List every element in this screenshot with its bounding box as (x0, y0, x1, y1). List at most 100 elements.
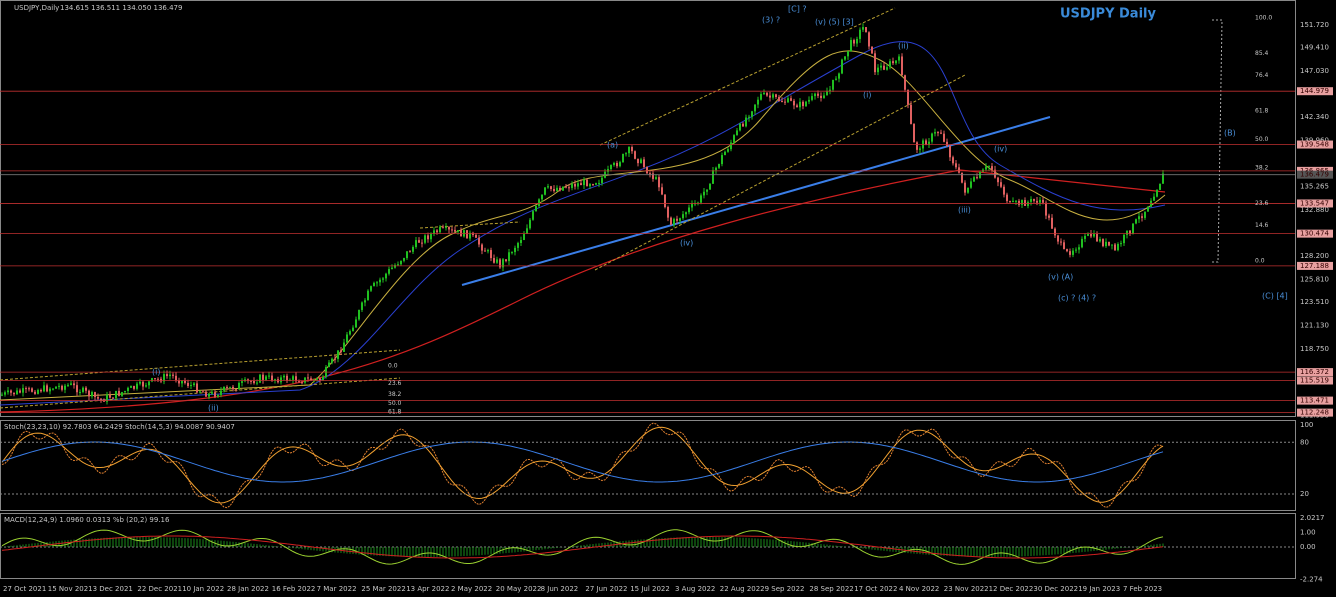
candle (733, 135, 735, 143)
date-label: 2 May 2022 (451, 585, 492, 593)
candle (826, 91, 828, 96)
date-label: 12 Dec 2022 (989, 585, 1034, 593)
candle (181, 380, 183, 384)
candle (49, 388, 51, 392)
candle (250, 380, 252, 382)
candle (679, 218, 681, 221)
candle (799, 101, 801, 108)
candle (226, 386, 228, 388)
candle (445, 227, 447, 229)
candle (994, 169, 996, 178)
wave-label: (v) (A) (1048, 273, 1073, 282)
candle (691, 203, 693, 208)
candle (853, 40, 855, 44)
level-label: 144.979 (1300, 87, 1329, 95)
candle (487, 250, 489, 252)
indicator-line (1, 422, 1164, 509)
level-label: 133.547 (1300, 199, 1329, 207)
price-label: 125.810 (1300, 275, 1329, 283)
candle (247, 379, 249, 381)
candle (985, 166, 987, 170)
candle (544, 187, 546, 195)
candle (658, 177, 660, 188)
candle (877, 67, 879, 73)
candle (970, 181, 972, 188)
date-label: 22 Aug 2022 (720, 585, 765, 593)
candle (97, 397, 99, 399)
wave-label: (c) ? (4) ? (1058, 294, 1096, 303)
candle (967, 187, 969, 193)
candle (136, 383, 138, 389)
candle (832, 79, 834, 90)
price-label: 149.410 (1300, 44, 1329, 52)
candle (184, 380, 186, 383)
candle (715, 167, 717, 171)
date-label: 28 Jan 2022 (227, 585, 269, 593)
candle (40, 389, 42, 392)
candle (163, 374, 165, 382)
candle (520, 240, 522, 243)
candle (241, 381, 243, 383)
candle (1162, 173, 1164, 184)
candle (739, 123, 741, 131)
fib-label: 85.4 (1255, 50, 1269, 57)
candle (46, 385, 48, 392)
candle (652, 173, 654, 179)
candle (940, 132, 942, 134)
candle (577, 183, 579, 187)
main-panel (0, 0, 1296, 417)
candle (928, 141, 930, 146)
candle (1027, 201, 1029, 206)
candle (457, 230, 459, 232)
wave-label: (3) ? (762, 16, 780, 25)
candle (178, 380, 180, 384)
candle (112, 397, 114, 399)
candle (997, 177, 999, 183)
candle (67, 384, 69, 386)
candle (676, 218, 678, 221)
candle (958, 167, 960, 173)
candle (883, 65, 885, 70)
candle (1117, 243, 1119, 251)
candle (673, 218, 675, 225)
candle (700, 195, 702, 203)
candle (22, 388, 24, 393)
price-label: 118.750 (1300, 345, 1329, 353)
candle (931, 133, 933, 142)
level-label: 127.188 (1300, 262, 1329, 270)
candle (1105, 241, 1107, 247)
candle (1033, 199, 1035, 201)
candle (70, 383, 72, 385)
candle (592, 184, 594, 186)
candle (4, 392, 6, 395)
candle (595, 183, 597, 185)
price-label: 132.880 (1300, 206, 1329, 214)
candle (364, 300, 366, 303)
chart-title: USDJPY Daily (1060, 7, 1156, 22)
candle (946, 141, 948, 146)
candle (793, 100, 795, 106)
date-label: 8 Jun 2022 (541, 585, 579, 593)
candle (496, 259, 498, 263)
candle (709, 183, 711, 190)
candle (301, 382, 303, 384)
indicator-line (1, 441, 1164, 483)
candle (265, 376, 267, 380)
candle (1039, 199, 1041, 203)
date-label: 25 Mar 2022 (361, 585, 405, 593)
candle (130, 386, 132, 388)
candle (991, 166, 993, 170)
candle (397, 264, 399, 266)
candle (79, 391, 81, 393)
candle (964, 182, 966, 193)
indicator-line (1, 529, 1164, 565)
candle (214, 392, 216, 397)
candle (607, 169, 609, 172)
date-label: 15 Jul 2022 (630, 585, 670, 593)
candle (913, 123, 915, 143)
candle (55, 386, 57, 389)
date-label: 20 May 2022 (496, 585, 542, 593)
candle (619, 162, 621, 167)
candle (64, 385, 66, 390)
candle (133, 386, 135, 389)
